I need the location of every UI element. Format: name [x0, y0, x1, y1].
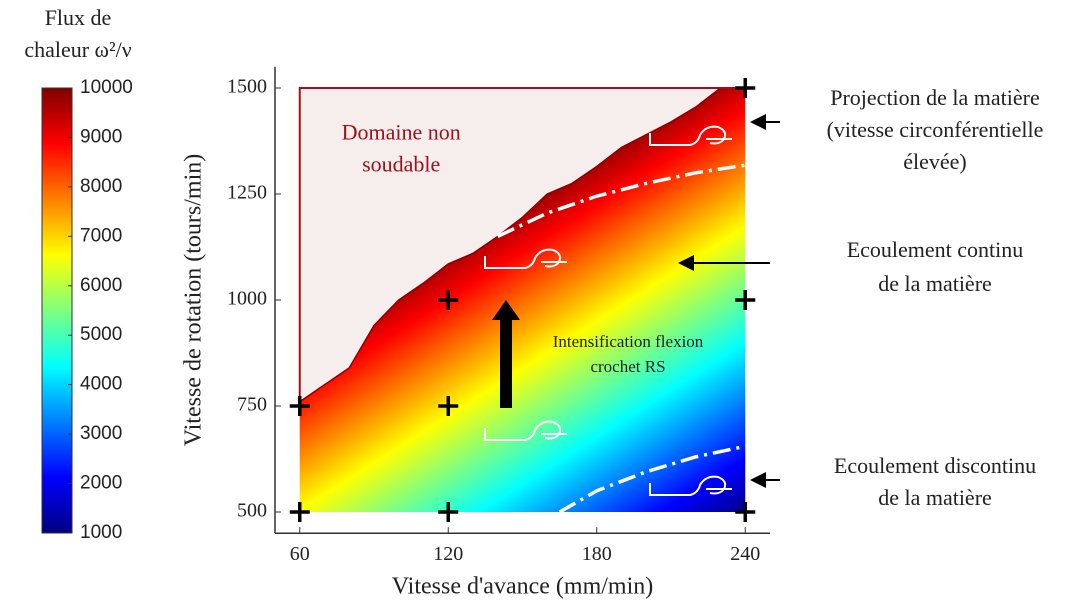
- y-tick-label: 1250: [227, 182, 267, 204]
- y-axis-label: Vitesse de rotation (tours/min): [181, 154, 207, 447]
- x-axis-label: Vitesse d'avance (mm/min): [392, 574, 653, 600]
- trial-point: [438, 396, 459, 416]
- heat-field: [299, 88, 746, 512]
- colorbar-title: Flux de: [45, 5, 112, 30]
- colorbar-tick-label: 8000: [80, 176, 122, 197]
- colorbar-tick-label: 9000: [80, 126, 122, 147]
- weldability-boundary: [299, 87, 721, 403]
- colorbar-tick-label: 10000: [80, 77, 133, 98]
- flow-icon: [649, 475, 732, 496]
- annotation: Ecoulement discontinu: [834, 453, 1036, 478]
- x-tick-label: 180: [582, 543, 612, 565]
- trial-point: [735, 78, 756, 98]
- flow-icon: [649, 125, 732, 146]
- trial-point: [289, 396, 310, 416]
- x-tick-label: 60: [290, 543, 310, 565]
- colorbar-tick-label: 2000: [80, 473, 122, 494]
- x-tick-label: 240: [730, 543, 760, 565]
- trial-point: [735, 502, 756, 522]
- y-tick-label: 500: [237, 500, 267, 522]
- annotation: crochet RS: [590, 357, 665, 376]
- y-tick-label: 1500: [227, 76, 267, 98]
- colorbar-tick-label: 5000: [80, 324, 122, 345]
- flow-icon: [484, 248, 567, 269]
- annotation: (vitesse circonférentielle: [827, 117, 1044, 142]
- unweldable-border: [298, 87, 746, 402]
- colorbar-tick-label: 7000: [80, 225, 122, 246]
- colorbar-tick-label: 4000: [80, 374, 122, 395]
- x-tick-label: 120: [433, 543, 463, 565]
- annotation: de la matière: [878, 485, 992, 510]
- flow-limit-curve: [497, 163, 746, 238]
- colorbar-tick-label: 6000: [80, 275, 122, 296]
- trial-point: [735, 290, 756, 310]
- colorbar-tick-label: 1000: [80, 522, 122, 543]
- intensification-arrow: [492, 300, 520, 408]
- unweldable-label: Domaine non: [342, 120, 461, 145]
- annotation: Intensification flexion: [553, 332, 704, 351]
- trial-point: [289, 502, 310, 522]
- annotation: élevée): [903, 149, 967, 174]
- flow-icon: [484, 420, 567, 441]
- y-tick-label: 1000: [227, 288, 267, 310]
- trial-point: [438, 290, 459, 310]
- annotation: de la matière: [878, 271, 992, 296]
- trial-point: [438, 502, 459, 522]
- annotation: Ecoulement continu: [847, 237, 1024, 262]
- colorbar-tick-label: 3000: [80, 423, 122, 444]
- annotation: Projection de la matière: [830, 85, 1040, 110]
- y-tick-label: 750: [237, 394, 267, 416]
- colorbar-title: chaleur ω²/ν: [24, 37, 131, 62]
- colorbar: [41, 87, 73, 534]
- unweldable-label: soudable: [362, 152, 440, 177]
